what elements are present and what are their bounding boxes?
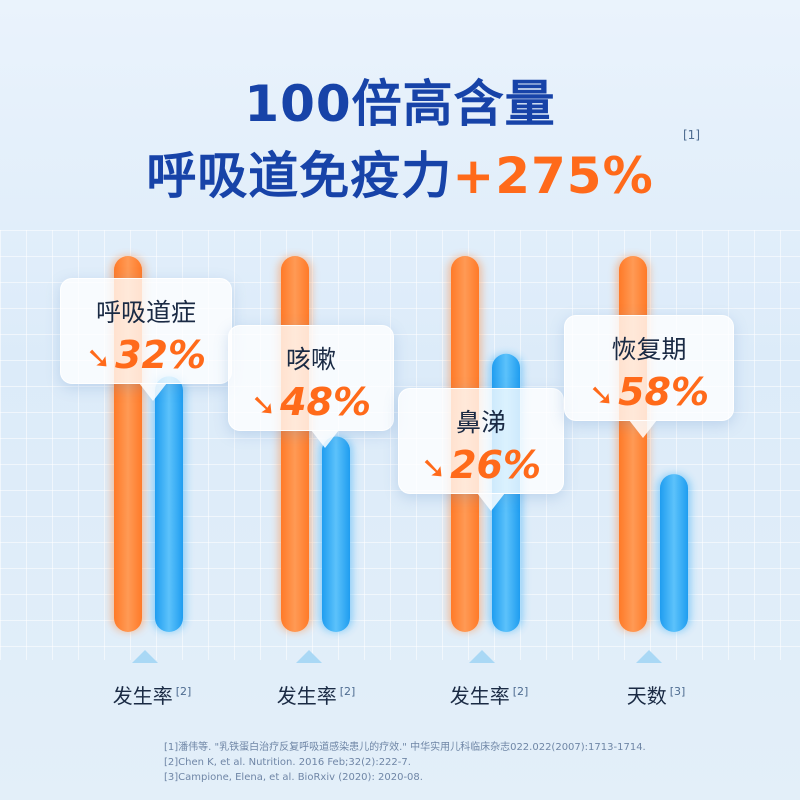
category-label: 天数 [3]: [626, 684, 686, 708]
down-arrow-icon: ➘: [85, 341, 112, 376]
subtitle-accent: +275%: [452, 147, 654, 205]
category-marker: [296, 650, 322, 663]
category-label: 发生率 [2]: [112, 684, 192, 708]
bar-treated: [660, 474, 688, 632]
title-reference: [1]: [683, 128, 700, 142]
callout-runny-nose: 鼻涕 ➘ 26%: [398, 388, 564, 511]
callout-percent: ➘ 26%: [420, 443, 542, 487]
reference-3: [3]Campione, Elena, et al. BioRxiv (2020…: [164, 772, 423, 783]
down-arrow-icon: ➘: [588, 378, 615, 413]
category-marker: [469, 650, 495, 663]
down-arrow-icon: ➘: [420, 451, 447, 486]
reference-2: [2]Chen K, et al. Nutrition. 2016 Feb;32…: [164, 757, 411, 768]
callout-percent: ➘ 48%: [250, 380, 372, 424]
callout-percent: ➘ 58%: [588, 370, 710, 414]
category-label: 发生率 [2]: [449, 684, 529, 708]
bar-treated: [155, 376, 183, 632]
subtitle-main: 呼吸道免疫力: [146, 147, 453, 205]
callout-cough: 咳嗽 ➘ 48%: [228, 325, 394, 448]
callout-percent: ➘ 32%: [85, 333, 207, 377]
bar-control: [619, 256, 647, 632]
reference-1: [1]潘伟等. "乳铁蛋白治疗反复呼吸道感染患儿的疗效." 中华实用儿科临床杂志…: [164, 742, 646, 753]
callout-label: 咳嗽: [285, 345, 336, 374]
bar-control: [281, 256, 309, 632]
category-marker: [636, 650, 662, 663]
category-label: 发生率 [2]: [276, 684, 356, 708]
page-subtitle: 呼吸道免疫力+275%: [0, 136, 800, 208]
page-title: 100倍高含量: [244, 75, 556, 133]
callout-label: 呼吸道症: [95, 298, 196, 327]
callout-recovery: 恢复期 ➘ 58%: [564, 315, 734, 438]
callout-label: 鼻涕: [455, 408, 506, 437]
callout-label: 恢复期: [611, 335, 687, 364]
bar-treated: [322, 436, 350, 632]
category-marker: [132, 650, 158, 663]
references: [1]潘伟等. "乳铁蛋白治疗反复呼吸道感染患儿的疗效." 中华实用儿科临床杂志…: [164, 740, 646, 785]
callout-respiratory: 呼吸道症 ➘ 32%: [60, 278, 232, 401]
down-arrow-icon: ➘: [250, 388, 277, 423]
